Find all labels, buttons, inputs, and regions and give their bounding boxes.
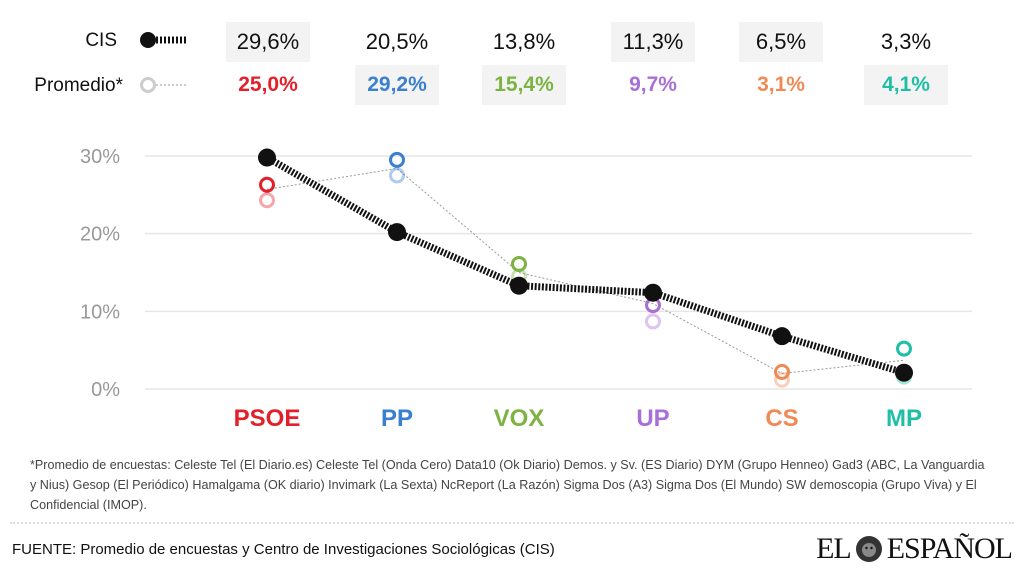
faded-point-up <box>645 313 661 330</box>
cis-value-vox: 13,8% <box>492 29 556 54</box>
y-tick-label: 0% <box>91 379 120 401</box>
x-tick-label-cs: CS <box>765 405 798 432</box>
faded-point-pp <box>389 167 405 184</box>
cis-value-cs: 6,5% <box>739 22 823 62</box>
x-tick-label-pp: PP <box>381 405 413 432</box>
y-tick-label: 10% <box>80 301 120 323</box>
promedio-value-psoe: 25,0% <box>238 73 298 96</box>
cis-line <box>265 154 906 377</box>
lion-icon <box>855 536 882 562</box>
legend-promedio-swatch <box>140 77 186 93</box>
promedio-point-vox <box>511 255 527 272</box>
promedio-value-pp: 29,2% <box>355 65 439 105</box>
promedio-value-mp: 4,1% <box>864 65 948 105</box>
x-tick-label-up: UP <box>636 405 669 432</box>
el-espanol-logo: EL ESPAÑOL <box>816 532 1013 566</box>
x-tick-label-vox: VOX <box>494 405 545 432</box>
cis-value-up: 11,3% <box>611 22 695 62</box>
x-tick-label-mp: MP <box>886 405 922 432</box>
line-chart: 0% 10% 20% 30% PSOE PP VOX UP CS MP <box>80 146 972 432</box>
promedio-point-cs <box>774 363 790 380</box>
logo-text-left: EL <box>816 532 852 565</box>
faded-point-cs <box>774 371 790 388</box>
cis-point-cs <box>773 327 791 346</box>
cis-point-psoe <box>258 148 276 167</box>
cis-point-mp <box>895 363 913 382</box>
cis-value-pp: 20,5% <box>365 29 429 54</box>
cis-value-mp: 3,3% <box>880 29 932 54</box>
legend-cis-swatch <box>140 32 186 48</box>
legend-cis-label: CIS <box>85 30 117 51</box>
faded-point-psoe <box>259 192 275 209</box>
cis-point-up <box>644 283 662 302</box>
cis-point-vox <box>510 276 528 295</box>
source-text: FUENTE: Promedio de encuestas y Centro d… <box>12 541 555 558</box>
logo-text-right: ESPAÑOL <box>886 532 1013 565</box>
divider <box>10 522 1014 524</box>
footnote: *Promedio de encuestas: Celeste Tel (El … <box>30 458 985 512</box>
promedio-value-up: 9,7% <box>629 73 677 96</box>
cis-point-pp <box>388 223 406 242</box>
legend-promedio-label: Promedio* <box>34 75 123 96</box>
promedio-point-psoe <box>259 176 275 193</box>
promedio-value-cs: 3,1% <box>757 73 805 96</box>
cis-value-psoe: 29,6% <box>226 22 310 62</box>
promedio-point-pp <box>389 151 405 168</box>
y-tick-label: 30% <box>80 146 120 168</box>
promedio-value-vox: 15,4% <box>482 65 566 105</box>
x-tick-label-psoe: PSOE <box>234 405 301 432</box>
promedio-point-mp <box>896 340 912 357</box>
y-tick-label: 20% <box>80 224 120 246</box>
